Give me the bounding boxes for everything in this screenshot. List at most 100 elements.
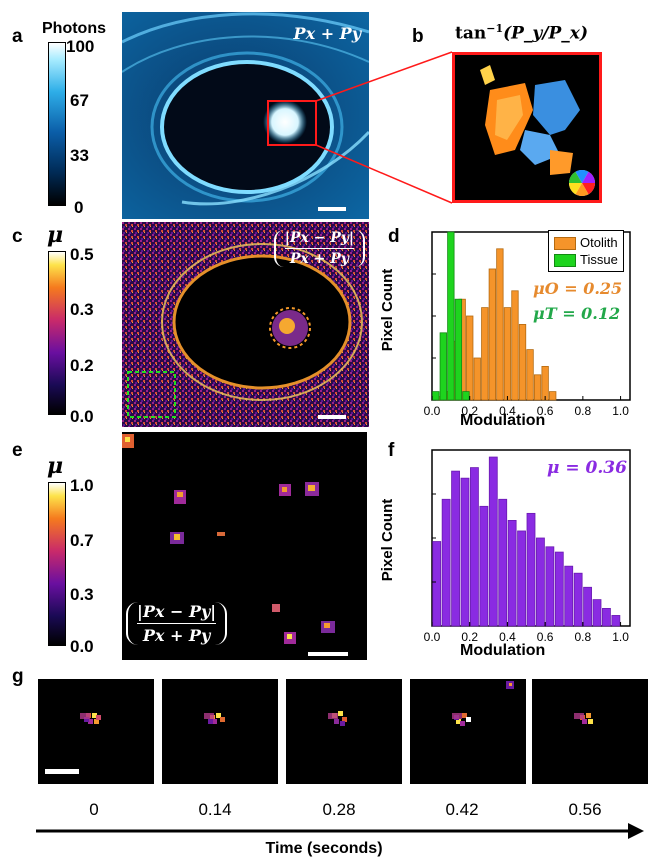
histogram-d: 0.0 0.2 0.4 0.6 0.8 1.0 Pixel Count xyxy=(380,231,631,418)
particle-pixel xyxy=(92,713,97,718)
histogram-bar xyxy=(451,470,460,627)
particle-frame-image xyxy=(204,713,225,724)
histogram-bar xyxy=(511,290,519,401)
scalebar-c xyxy=(318,415,346,419)
histogram-bar xyxy=(533,374,542,401)
particle-pixel xyxy=(588,719,593,724)
colorbar-a-tick-67: 67 xyxy=(70,91,89,110)
histogram-bar xyxy=(488,268,496,401)
particle-frame-image xyxy=(80,713,101,724)
overlay-px-plus-py: Px + Py xyxy=(293,24,361,43)
histogram-bar xyxy=(498,498,508,627)
particle-pixel xyxy=(334,719,339,724)
histogram-bar xyxy=(541,365,549,401)
histogram-bar xyxy=(526,512,536,627)
histogram-bar xyxy=(526,349,534,401)
particle-pixel xyxy=(80,713,90,719)
image-panel-b xyxy=(452,52,602,203)
histogram-bar xyxy=(462,391,470,401)
legend-otolith: Otolith xyxy=(554,234,618,251)
scalebar-g xyxy=(45,769,79,774)
time-arrow xyxy=(36,823,644,839)
time-axis-title: Time (seconds) xyxy=(265,840,383,857)
time-label-0: 0 xyxy=(89,800,99,819)
histogram-bar xyxy=(611,615,621,627)
panel-label-d: d xyxy=(388,226,400,247)
particle-pixel xyxy=(208,719,213,724)
legend-tissue: Tissue xyxy=(554,251,618,268)
colorbar-c-tick-0-2: 0.2 xyxy=(70,356,94,375)
x-tick-label: 0.8 xyxy=(575,404,592,418)
time-frame-1 xyxy=(162,679,278,784)
hue-wheel-icon xyxy=(568,169,596,197)
histogram-bar xyxy=(507,520,517,627)
orientation-image xyxy=(480,65,596,197)
particle-pixel xyxy=(220,717,225,722)
histogram-bar xyxy=(454,298,463,401)
panel-b-title-func: tan xyxy=(455,23,487,44)
colorbar-e-tick-0-7: 0.7 xyxy=(70,531,94,550)
x-tick-label: 0.0 xyxy=(424,630,441,644)
legend-tissue-swatch xyxy=(554,254,576,268)
histogram-bar xyxy=(432,391,440,401)
colorbar-a-tick-33: 33 xyxy=(70,146,89,165)
particle-frame-image xyxy=(328,711,347,726)
panel-label-e: e xyxy=(12,440,23,461)
time-frame-4 xyxy=(532,679,648,784)
particle-pixel xyxy=(586,713,591,718)
histogram-bar xyxy=(564,565,574,627)
particle-pixel xyxy=(84,717,89,722)
particle-pixel xyxy=(460,721,465,726)
histogram-bar xyxy=(536,537,545,627)
legend-otolith-swatch xyxy=(554,237,576,251)
legend-otolith-label: Otolith xyxy=(580,235,618,250)
histogram-bar xyxy=(496,248,504,401)
histogram-d-xlabel: Modulation xyxy=(460,412,546,429)
histogram-bar xyxy=(517,530,526,627)
panel-label-a: a xyxy=(12,26,23,47)
particle-pixel xyxy=(456,719,461,724)
histogram-f-ylabel: Pixel Count xyxy=(380,499,396,582)
particle-pixel xyxy=(509,683,512,686)
overlay-modulation-formula-e: |Px − Py| Px + Py xyxy=(126,602,228,645)
particle-pixel xyxy=(88,719,93,724)
histogram-f: 0.0 0.2 0.4 0.6 0.8 1.0 Pixel Count xyxy=(380,449,631,644)
panel-label-b: b xyxy=(412,26,424,47)
histogram-bar xyxy=(466,315,474,401)
particle-pixel xyxy=(328,713,338,719)
histogram-bar xyxy=(592,599,602,627)
overlay-c-denominator: Px + Py xyxy=(289,251,349,267)
particle-pixel xyxy=(94,719,99,724)
colorbar-e-tick-0-0: 0.0 xyxy=(70,637,94,656)
colorbar-photons xyxy=(48,42,66,206)
time-label-3: 0.42 xyxy=(445,800,479,819)
colorbar-a-tick-0: 0 xyxy=(74,198,84,217)
photons-image xyxy=(122,12,369,219)
colorbar-mu-e xyxy=(48,482,66,646)
particle-pixel xyxy=(216,713,221,718)
time-frame-2 xyxy=(286,679,402,784)
modulation-image-tissue xyxy=(122,222,369,427)
particle-pixel xyxy=(342,717,347,722)
histogram-f-xlabel: Modulation xyxy=(460,642,546,659)
time-frame-3 xyxy=(410,679,526,784)
particle-pixel xyxy=(340,721,345,726)
image-panel-c: |Px − Py| Px + Py xyxy=(122,222,369,427)
arrow-head-icon xyxy=(628,823,644,839)
panel-label-c: c xyxy=(12,226,23,247)
histogram-bar xyxy=(470,467,479,627)
colorbar-c-tick-0-0: 0.0 xyxy=(70,407,94,426)
colorbar-e-tick-0-3: 0.3 xyxy=(70,585,94,604)
colorbar-mu-c xyxy=(48,251,66,415)
histogram-bar xyxy=(488,456,498,627)
panel-b-title-exp: −1 xyxy=(486,22,504,35)
colorbar-e-tick-1-0: 1.0 xyxy=(70,476,94,495)
particle-pixel xyxy=(212,719,217,724)
histogram-d-ylabel: Pixel Count xyxy=(380,269,396,352)
x-tick-label: 0.4 xyxy=(499,630,516,644)
histogram-bar xyxy=(503,307,512,401)
particle-pixel xyxy=(574,713,584,719)
x-tick-label: 0.2 xyxy=(461,630,478,644)
x-tick-label: 0.4 xyxy=(499,404,516,418)
histogram-bar xyxy=(447,231,455,401)
